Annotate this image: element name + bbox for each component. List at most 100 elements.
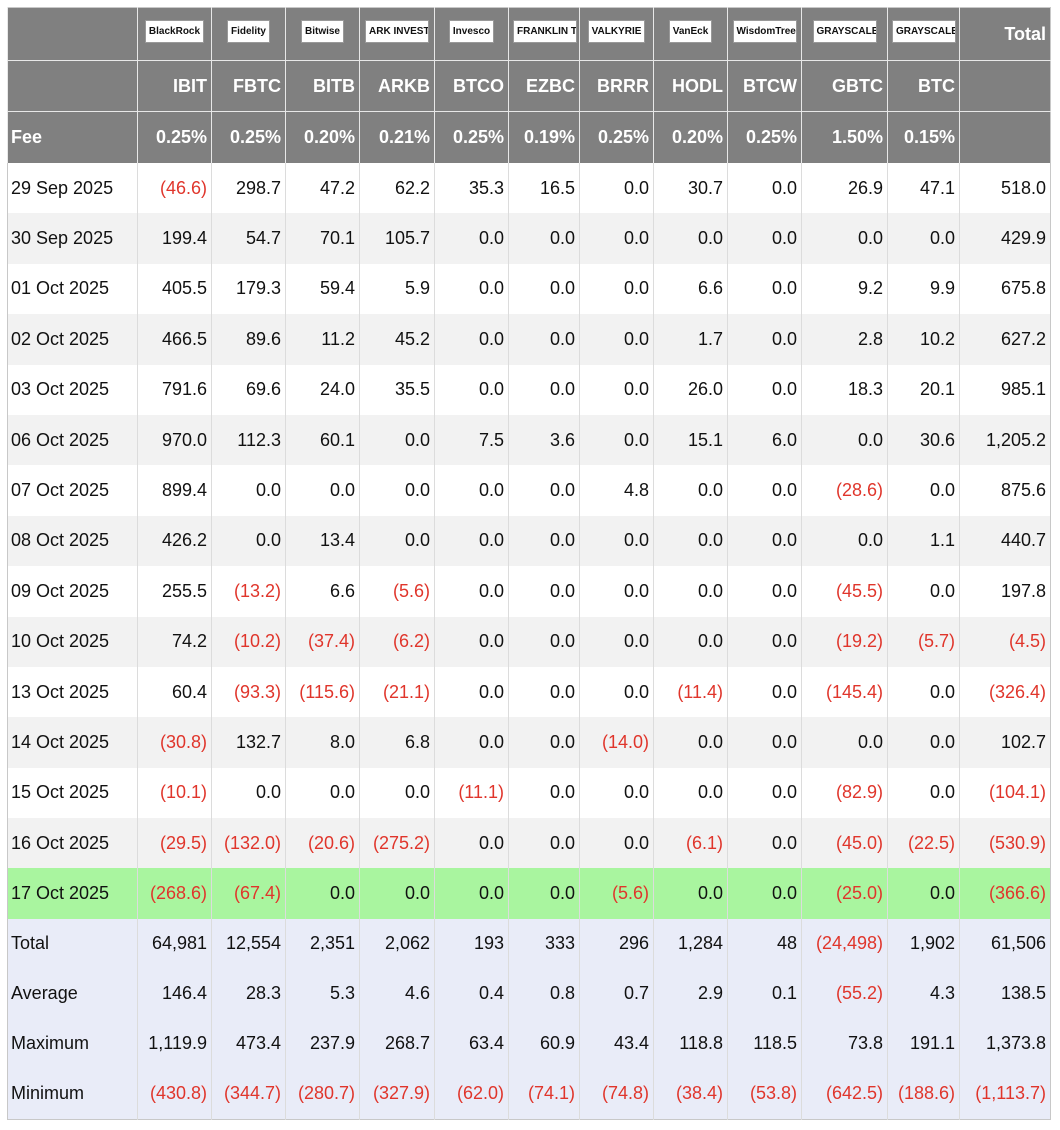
- flow-value: 26.0: [653, 364, 728, 415]
- flow-value: (67.4): [211, 868, 286, 919]
- data-row: 02 Oct 2025 466.5 89.6 11.2 45.2 0.0 0.0 0.0 1.7…: [7, 314, 1051, 365]
- summary-value: 118.8: [653, 1018, 728, 1069]
- flow-value: 0.0: [579, 818, 654, 869]
- flow-value: 54.7: [211, 213, 286, 264]
- fee: 1.50%: [801, 111, 888, 163]
- flow-value: 0.0: [579, 566, 654, 617]
- summary-value: 0.7: [579, 968, 654, 1019]
- data-row: 06 Oct 2025 970.0 112.3 60.1 0.0 7.5 3.6 0.0 15.…: [7, 414, 1051, 466]
- flows-table: BlackRock Fidelity Bitwise ARK INVEST Invesc…: [7, 7, 1051, 1120]
- flow-value: 0.0: [887, 566, 960, 617]
- summary-value: (430.8): [137, 1068, 212, 1120]
- flow-value: (6.1): [653, 818, 728, 869]
- flow-value: 0.0: [887, 465, 960, 516]
- flow-value: 102.7: [959, 717, 1051, 768]
- flow-value: 0.0: [653, 868, 728, 919]
- flow-value: 0.0: [508, 465, 580, 516]
- fee: 0.25%: [137, 111, 212, 163]
- flow-value: 0.0: [359, 868, 435, 919]
- flow-value: 2.8: [801, 314, 888, 365]
- flow-value: (268.6): [137, 868, 212, 919]
- flow-value: 0.0: [653, 616, 728, 667]
- flow-value: 6.6: [653, 263, 728, 315]
- data-row: 15 Oct 2025 (10.1) 0.0 0.0 0.0 (11.1) 0.0 0.0 0.…: [7, 767, 1051, 819]
- flow-value: 0.0: [727, 364, 802, 415]
- flow-value: (20.6): [285, 818, 360, 869]
- date: 08 Oct 2025: [7, 515, 138, 567]
- summary-value: 333: [508, 918, 580, 969]
- flow-value: (19.2): [801, 616, 888, 667]
- flow-value: (22.5): [887, 818, 960, 869]
- flow-value: 0.0: [508, 666, 580, 718]
- flow-value: (366.6): [959, 868, 1051, 919]
- issuer-logo: Fidelity: [226, 20, 270, 43]
- summary-value: 1,902: [887, 918, 960, 969]
- flow-value: 518.0: [959, 163, 1051, 214]
- flow-value: 0.0: [579, 314, 654, 365]
- flow-value: (6.2): [359, 616, 435, 667]
- summary-value: 118.5: [727, 1018, 802, 1069]
- ticker: BRRR: [579, 60, 654, 112]
- summary-value: 2,062: [359, 918, 435, 969]
- flow-value: 24.0: [285, 364, 360, 415]
- flow-value: 0.0: [434, 717, 509, 768]
- summary-value: 0.1: [727, 968, 802, 1019]
- flow-value: 11.2: [285, 314, 360, 365]
- flow-value: 0.0: [285, 868, 360, 919]
- flow-value: 74.2: [137, 616, 212, 667]
- flow-value: 20.1: [887, 364, 960, 415]
- flow-value: 0.0: [579, 213, 654, 264]
- summary-value: (642.5): [801, 1068, 888, 1120]
- flow-value: 0.0: [579, 364, 654, 415]
- data-row: 08 Oct 2025 426.2 0.0 13.4 0.0 0.0 0.0 0.0 0.0 0.…: [7, 515, 1051, 567]
- flow-value: 0.0: [434, 566, 509, 617]
- flow-value: 30.6: [887, 414, 960, 466]
- data-row: 16 Oct 2025 (29.5) (132.0) (20.6) (275.2) 0.0…: [7, 818, 1051, 869]
- summary-label: Average: [7, 968, 138, 1019]
- summary-value: 63.4: [434, 1018, 509, 1069]
- issuer-cell: BlackRock: [137, 7, 212, 61]
- flow-value: 6.8: [359, 717, 435, 768]
- issuer-logo: Invesco: [448, 20, 495, 43]
- flow-value: 426.2: [137, 515, 212, 567]
- fee: 0.20%: [653, 111, 728, 163]
- summary-value: (24,498): [801, 918, 888, 969]
- flow-value: 0.0: [887, 213, 960, 264]
- summary-value: 61,506: [959, 918, 1051, 969]
- table-body: BlackRock Fidelity Bitwise ARK INVEST Invesc…: [7, 7, 1051, 1120]
- flow-value: 3.6: [508, 414, 580, 466]
- corner-cell: [7, 7, 138, 61]
- flow-value: (5.6): [359, 566, 435, 617]
- flow-value: 0.0: [727, 213, 802, 264]
- flow-value: 0.0: [434, 364, 509, 415]
- flow-value: 45.2: [359, 314, 435, 365]
- flow-value: (21.1): [359, 666, 435, 718]
- summary-value: (188.6): [887, 1068, 960, 1120]
- flow-value: 0.0: [727, 818, 802, 869]
- flow-value: 0.0: [653, 465, 728, 516]
- date: 02 Oct 2025: [7, 314, 138, 365]
- issuer-cell: VanEck: [653, 7, 728, 61]
- flow-value: 0.0: [727, 163, 802, 214]
- summary-value: 2,351: [285, 918, 360, 969]
- issuer-cell: Fidelity: [211, 7, 286, 61]
- flow-value: 0.0: [434, 515, 509, 567]
- flow-value: 0.0: [359, 465, 435, 516]
- summary-value: 5.3: [285, 968, 360, 1019]
- flow-value: 255.5: [137, 566, 212, 617]
- ticker: BTCO: [434, 60, 509, 112]
- issuer-cell: Invesco: [434, 7, 509, 61]
- data-row: 09 Oct 2025 255.5 (13.2) 6.6 (5.6) 0.0 0.0 0.0 0…: [7, 566, 1051, 617]
- summary-row: Average 146.4 28.3 5.3 4.6 0.4 0.8 0.7 2.9 0.1 (55…: [7, 968, 1051, 1019]
- fee-label: Fee: [7, 111, 138, 163]
- total-header: Total: [959, 7, 1051, 61]
- ticker: FBTC: [211, 60, 286, 112]
- flow-value: (5.6): [579, 868, 654, 919]
- flow-value: 0.0: [727, 767, 802, 819]
- flow-value: 15.1: [653, 414, 728, 466]
- flow-value: (13.2): [211, 566, 286, 617]
- summary-value: 193: [434, 918, 509, 969]
- flow-value: 13.4: [285, 515, 360, 567]
- issuer-row: BlackRock Fidelity Bitwise ARK INVEST Invesc…: [7, 7, 1051, 61]
- flow-value: (145.4): [801, 666, 888, 718]
